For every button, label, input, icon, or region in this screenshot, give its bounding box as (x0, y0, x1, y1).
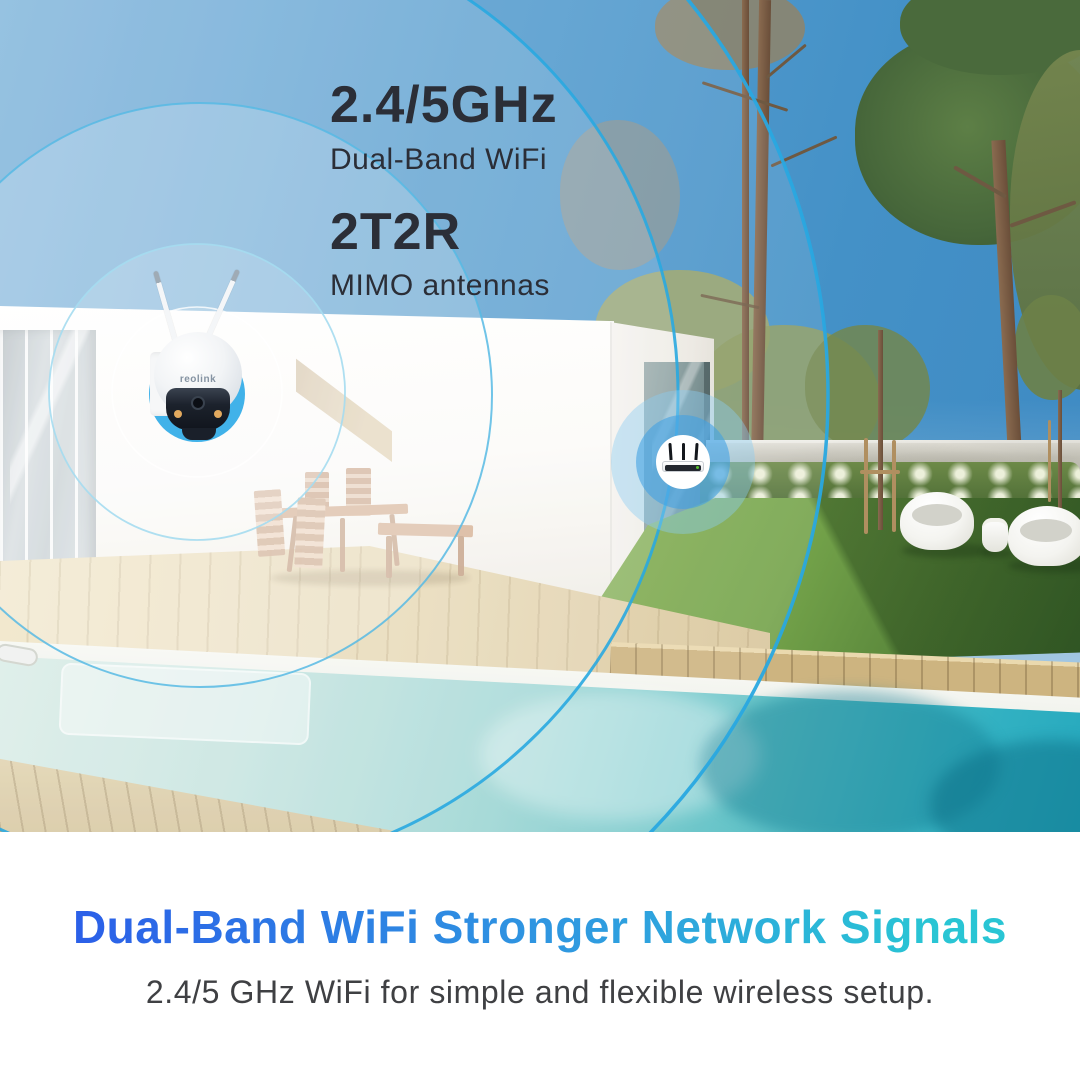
water-reflection (700, 690, 1000, 832)
chair-seat (1020, 519, 1072, 542)
tree-foliage (1015, 295, 1080, 400)
lounge-chair (900, 492, 974, 550)
wifi-ring (0, 0, 680, 832)
router-led-icon (696, 466, 699, 469)
router-front-panel (665, 465, 701, 471)
glass-sliding-doors (0, 330, 96, 588)
router-antenna-icon (682, 443, 685, 460)
camera-spotlight-icon (174, 410, 182, 418)
sapling-trunk (878, 330, 883, 530)
spec-title-frequency: 2.4/5GHz (330, 76, 558, 134)
wifi-ring (0, 102, 493, 688)
bench-leg (386, 536, 392, 578)
product-photo: reolink 2.4/5GHz Dual-Band WiFi 2T2R MIM… (0, 0, 1080, 832)
sapling-stake (1048, 420, 1051, 502)
camera-signal-rings (0, 0, 830, 832)
headline: Dual-Band WiFi Stronger Network Signals (73, 832, 1007, 954)
tree-foliage (560, 120, 680, 270)
bench-leg (458, 536, 464, 576)
sapling-trunk (1058, 390, 1062, 522)
table-leg (340, 518, 345, 572)
camera-base (182, 428, 216, 440)
spec-title-antenna: 2T2R (330, 202, 462, 261)
sapling-stake (864, 438, 868, 534)
wifi-router-icon (656, 435, 710, 489)
ptz-camera-icon: reolink (112, 262, 262, 452)
spec-overlay: 2.4/5GHz Dual-Band WiFi 2T2R MIMO antenn… (330, 78, 750, 303)
router-antenna-icon (668, 442, 673, 461)
spacer (330, 177, 750, 205)
sapling-stake (892, 440, 896, 532)
camera-brand-label: reolink (179, 374, 217, 385)
sapling-stake (860, 470, 900, 474)
spec-subtitle-antenna: MIMO antennas (330, 269, 550, 303)
furniture-shadow (270, 570, 470, 586)
camera-lens-module (166, 388, 230, 430)
camera-lens-icon (191, 396, 205, 410)
table-shadow (982, 549, 1014, 558)
router-antenna-icon (694, 442, 699, 461)
camera-spotlight-icon (214, 410, 222, 418)
subheadline: 2.4/5 GHz WiFi for simple and flexible w… (145, 974, 935, 1010)
wifi-signal-rings (0, 0, 830, 832)
lounge-chair (1008, 506, 1080, 566)
chair-seat (912, 504, 962, 526)
tree-trunk (742, 0, 749, 470)
side-table (982, 518, 1008, 552)
spec-subtitle-frequency: Dual-Band WiFi (330, 142, 548, 176)
caption-section: Dual-Band WiFi Stronger Network Signals … (0, 832, 1080, 1080)
